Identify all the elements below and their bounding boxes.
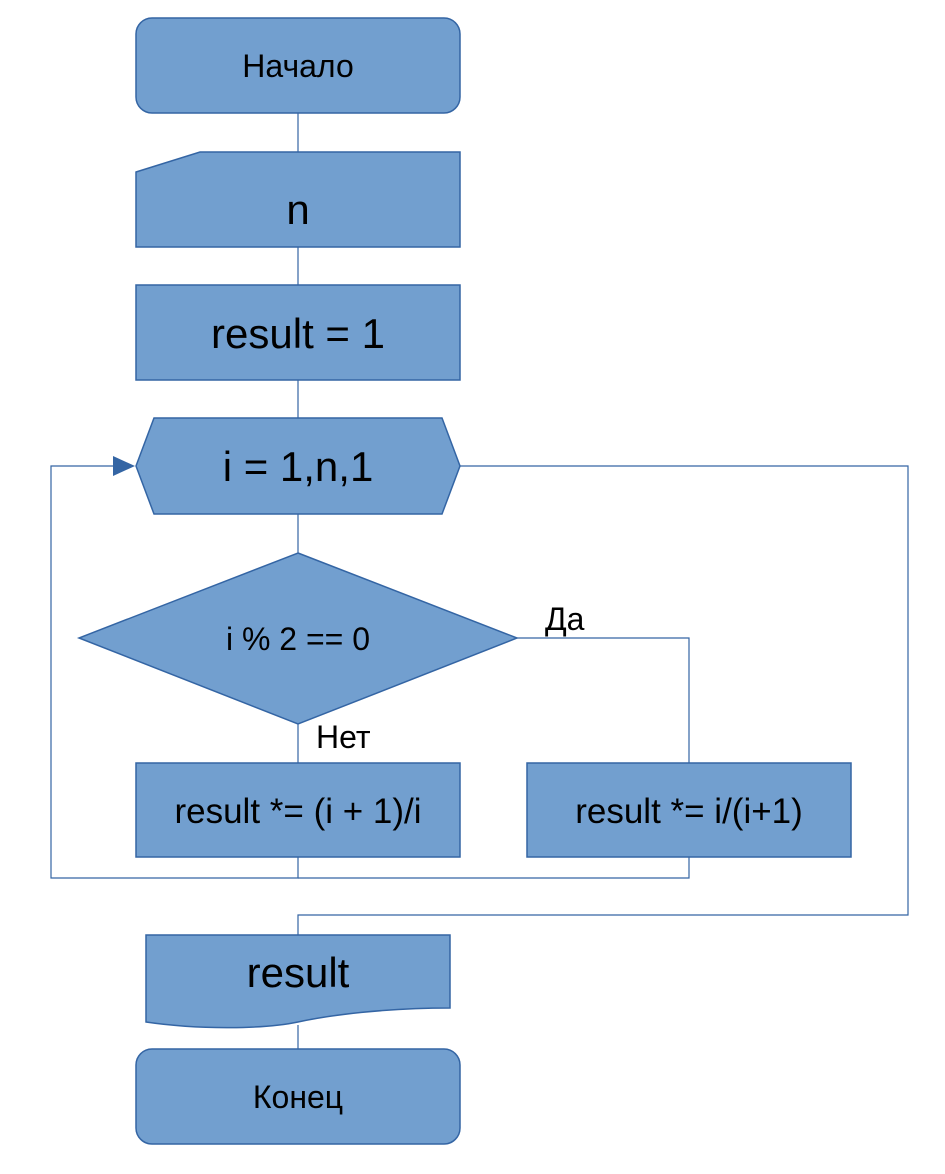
output-label: result [247,949,350,996]
loop-label: i = 1,n,1 [223,443,374,490]
yes-label: Да [545,601,585,637]
no-label: Нет [316,719,371,755]
no-branch-label: result *= (i + 1)/i [174,792,421,831]
connector-loop-back [50,465,299,879]
init-label: result = 1 [211,310,385,357]
loop-arrow-icon [113,456,135,476]
end-terminator [135,1048,461,1145]
yes-branch-label: result *= i/(i+1) [575,792,803,831]
input-block [135,151,461,248]
connector-yes-branch [517,637,690,763]
yes-branch-process [526,762,852,858]
end-label: Конец [253,1079,343,1115]
connectors [50,113,909,1049]
start-label: Начало [242,48,354,84]
connector-yes-merge [298,857,690,879]
input-label: n [286,186,309,233]
no-branch-process [135,762,461,858]
start-terminator [135,17,461,114]
connector-loop-exit [297,465,909,935]
condition-diamond [76,552,520,725]
loop-block [135,417,461,515]
output-document [145,934,451,1029]
condition-label: i % 2 == 0 [226,621,370,657]
init-process [135,284,461,381]
